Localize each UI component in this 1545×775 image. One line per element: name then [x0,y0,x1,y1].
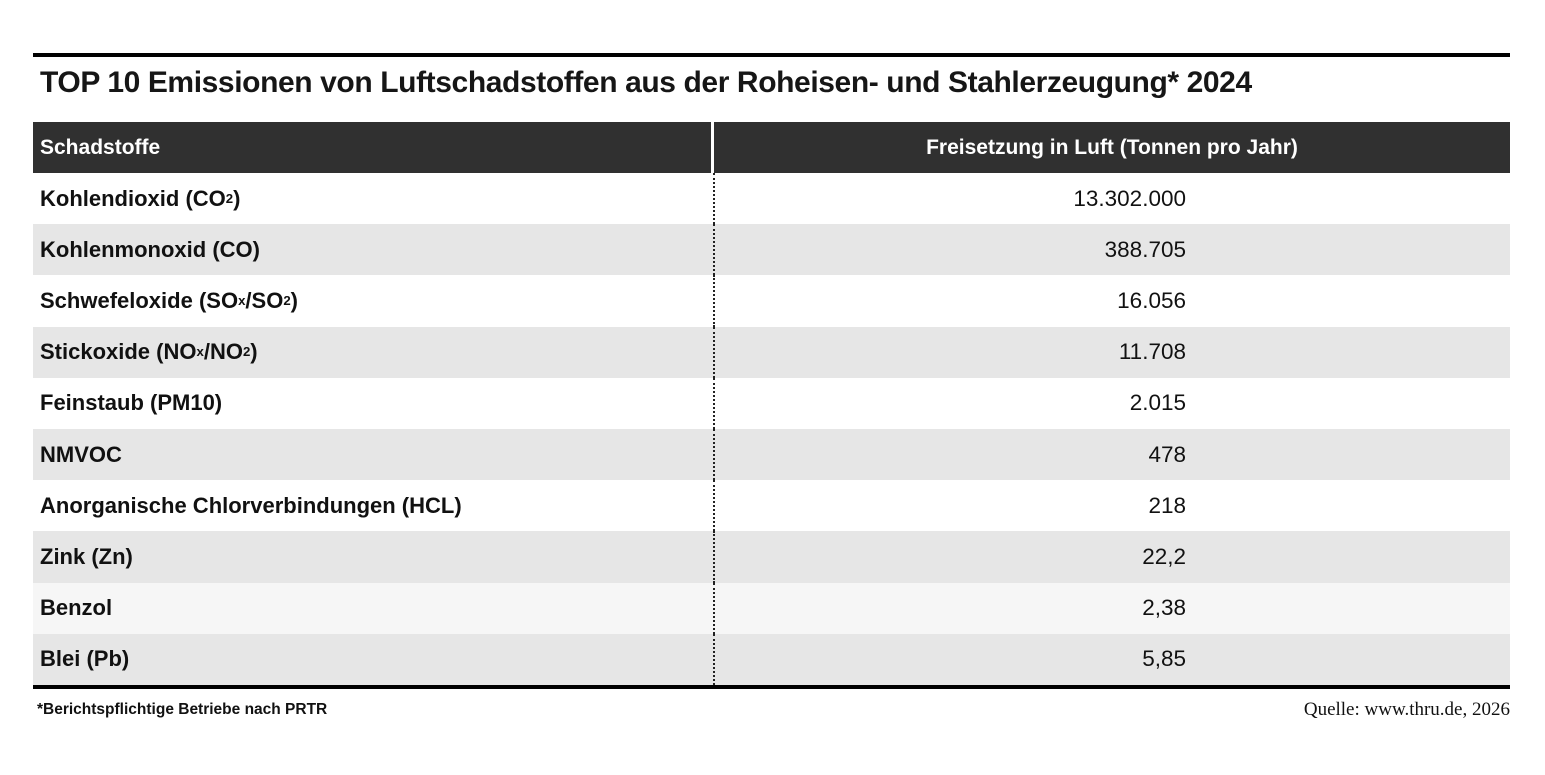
top-rule [33,53,1510,57]
emission-value: 16.056 [1117,287,1186,313]
emissions-table: Schadstoffe Freisetzung in Luft (Tonnen … [33,122,1510,685]
emission-value: 2.015 [1129,390,1186,416]
pollutant-label: Kohlenmonoxid (CO) [33,224,715,276]
pollutant-label: Zink (Zn) [33,531,715,583]
emission-value: 13.302.000 [1073,185,1186,211]
footnote: *Berichtspflichtige Betriebe nach PRTR [37,701,328,718]
bottom-rule [33,685,1510,689]
pollutant-label: Stickoxide (NO x/NO 2) [33,326,715,378]
table-row: NMVOC 478 [33,428,1510,481]
table-row: Zink (Zn) 22,2 [33,531,1510,583]
table-row: Blei (Pb) 5,85 [33,633,1510,685]
emission-value: 388.705 [1104,236,1186,262]
emission-value: 22,2 [1142,543,1186,569]
source-credit: Quelle: www.thru.de, 2026 [1303,699,1510,720]
table-row: Kohlendioxid (CO 2) 13.302.000 [33,173,1510,225]
table-row: Schwefeloxide (SO x/SO 2) 16.056 [33,275,1510,327]
column-header-pollutants: Schadstoffe [33,122,714,173]
table-header-row: Schadstoffe Freisetzung in Luft (Tonnen … [33,122,1510,173]
emission-value: 5,85 [1142,646,1186,672]
pollutant-label: Kohlendioxid (CO 2) [33,173,715,225]
table-row: Kohlenmonoxid (CO) 388.705 [33,224,1510,276]
table-row: Anorganische Chlorverbindungen (HCL) 218 [33,480,1510,532]
pollutant-label: Anorganische Chlorverbindungen (HCL) [33,480,715,532]
pollutant-label: Benzol [33,582,715,634]
table-body: Kohlendioxid (CO 2) 13.302.000 Kohlenmonoxi… [33,173,1510,685]
column-header-release: Freisetzung in Luft (Tonnen pro Jahr) [926,135,1298,159]
pollutant-label: NMVOC [33,428,715,481]
pollutant-label: Schwefeloxide (SO x/SO 2) [33,275,715,327]
pollutant-label: Feinstaub (PM10) [33,377,715,429]
table-row: Feinstaub (PM10) 2.015 [33,377,1510,429]
table-row: Benzol 2,38 [33,582,1510,634]
emission-value: 218 [1148,492,1186,518]
emission-value: 2,38 [1142,595,1186,621]
page-title: TOP 10 Emissionen von Luftschadstoffen a… [40,66,1252,99]
pollutant-label: Blei (Pb) [33,633,715,685]
table-row: Stickoxide (NO x/NO 2) 11.708 [33,326,1510,378]
emission-value: 478 [1148,441,1186,467]
emission-value: 11.708 [1118,339,1186,365]
